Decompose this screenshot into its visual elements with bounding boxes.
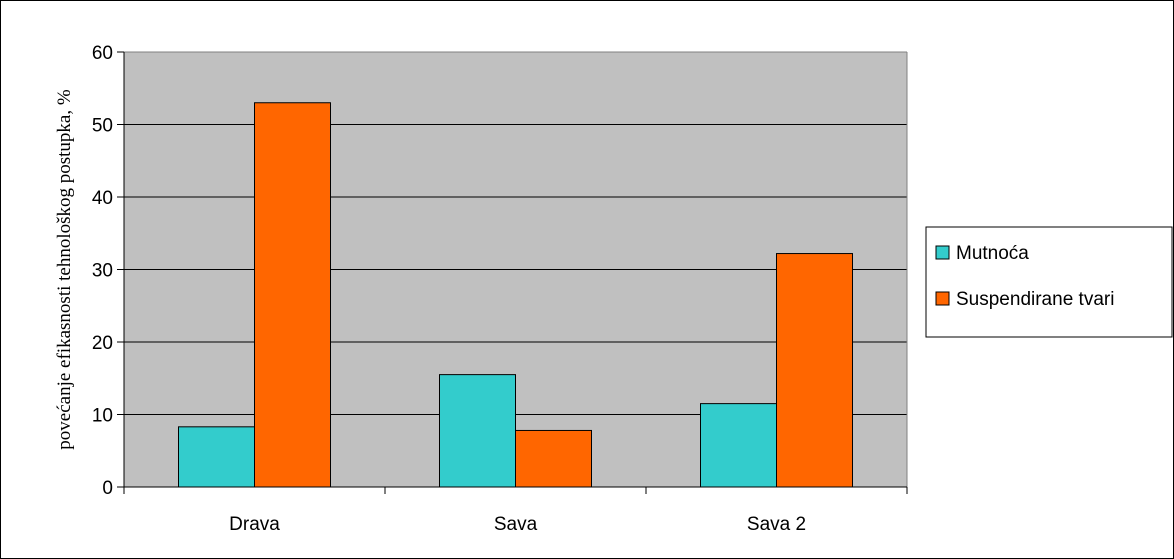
y-tick-label: 0 — [102, 478, 113, 499]
bar-suspendirane-tvari — [515, 429, 592, 488]
x-category-label: Drava — [229, 514, 280, 535]
axes — [117, 51, 908, 494]
bar-mutnoca — [700, 403, 777, 488]
y-tick-label: 10 — [92, 406, 113, 427]
bars — [178, 102, 853, 488]
bar-suspendirane-tvari — [776, 253, 853, 488]
y-tick-label: 20 — [92, 333, 113, 354]
y-axis-label: povećanje efikasnosti tehnološkog postup… — [54, 89, 75, 450]
y-tick-labels: 0 10 20 30 40 50 60 — [92, 43, 113, 499]
legend-label: Suspendirane tvari — [956, 289, 1114, 310]
x-category-labels: Drava Sava Sava 2 — [229, 514, 806, 535]
bar-mutnoca — [439, 374, 516, 488]
bar-mutnoca — [178, 426, 255, 488]
x-category-label: Sava 2 — [747, 514, 806, 535]
bar-suspendirane-tvari — [254, 102, 331, 488]
legend: Mutnoća Suspendirane tvari — [925, 226, 1173, 338]
x-category-label: Sava — [494, 514, 538, 535]
legend-label: Mutnoća — [956, 243, 1029, 264]
legend-swatch — [935, 291, 950, 306]
y-tick-label: 50 — [92, 116, 113, 137]
y-tick-label: 60 — [92, 43, 113, 64]
legend-box — [925, 226, 1173, 338]
y-tick-label: 40 — [92, 188, 113, 209]
y-tick-label: 30 — [92, 261, 113, 282]
legend-swatch — [935, 245, 950, 260]
